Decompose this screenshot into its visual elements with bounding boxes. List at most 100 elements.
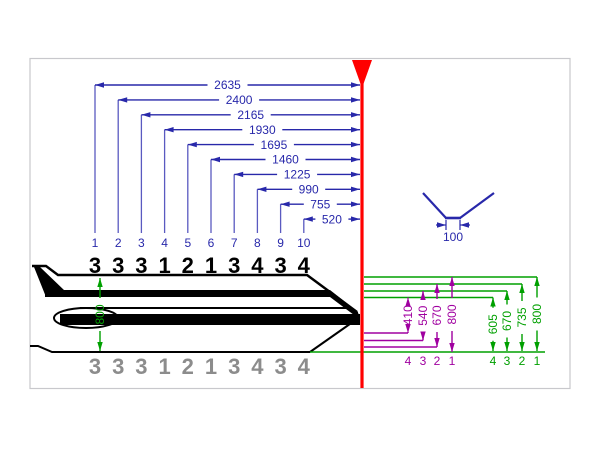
top-digit: 3 [112,253,124,278]
dimension-value: 800 [93,304,107,324]
dimension-value: 520 [322,212,342,226]
dimension-value: 1225 [284,168,311,182]
top-digit: 3 [274,253,286,278]
station-number: 7 [231,236,238,250]
station-number: 8 [254,236,261,250]
bottom-digit: 1 [158,354,170,379]
dimension-value: 2165 [237,108,264,122]
arrowhead-icon [420,291,426,300]
station-number: 2 [115,236,122,250]
arrowhead-icon [534,342,540,351]
dimension-value: 2635 [214,78,241,92]
fin-left-panel [422,192,447,219]
arrowhead-icon [420,331,426,341]
dimension-value: 540 [416,305,430,325]
arrowhead-icon [351,156,360,163]
station-number: 9 [277,236,284,250]
bottom-digit: 1 [205,354,217,379]
dimension-value: 605 [486,314,500,334]
reference-triangle-marker [352,60,372,88]
arrowhead-icon [97,342,103,351]
arrowhead-icon [351,201,360,207]
arrowhead-icon [504,291,510,300]
dimension-value: 410 [401,305,415,325]
arrowhead-icon [405,324,411,333]
top-digit: 3 [228,253,240,278]
arrowhead-icon [211,156,220,163]
bottom-digit: 3 [228,354,240,379]
arrowhead-icon [351,141,360,148]
dimension-value: 1460 [272,153,299,167]
arrowhead-icon [257,186,267,192]
bottom-digit: 2 [182,354,194,379]
arrowhead-icon [118,97,128,103]
arrowhead-icon [351,171,360,178]
bottom-digit: 3 [89,354,101,379]
dimension-value: 800 [530,304,544,324]
bottom-digit: 4 [251,354,264,379]
top-digit: 3 [89,253,101,278]
magenta-index-number: 3 [420,354,427,368]
magenta-index-number: 2 [434,354,441,368]
arrowhead-icon [164,127,174,133]
arrowhead-icon [351,112,360,118]
arrowhead-icon [351,186,360,192]
magenta-index-number: 1 [449,354,456,368]
upper-blade-wedge [34,267,65,297]
arrowhead-icon [434,284,440,293]
bottom-digit: 3 [274,354,286,379]
dimension-value: 1930 [249,123,276,137]
bottom-digit: 3 [135,354,147,379]
arrowhead-icon [351,216,360,222]
magenta-index-number: 4 [405,354,412,368]
station-number: 3 [138,236,145,250]
dimension-value: 990 [299,183,319,197]
green-index-number: 2 [519,354,526,368]
top-digit: 1 [158,253,170,278]
arrowhead-icon [434,338,440,347]
top-digit: 4 [298,253,311,278]
top-digit: 1 [205,253,217,278]
arrowhead-icon [351,82,360,88]
green-index-number: 4 [490,354,497,368]
arrowhead-icon [460,222,469,228]
station-number: 5 [184,236,191,250]
arrowhead-icon [187,141,197,148]
arrowhead-icon [449,343,455,352]
body-top-edge [80,307,359,315]
arrowhead-icon [95,82,104,88]
upper-blade-band [45,290,358,318]
arrowhead-icon [97,278,103,287]
lower-edge-diagonal [309,318,358,353]
arrowhead-icon [351,127,360,133]
lower-edge [30,345,310,353]
station-number: 6 [208,236,215,250]
station-number: 1 [92,236,99,250]
arrowhead-icon [351,97,360,103]
dimension-value: 1695 [261,138,288,152]
top-digit: 2 [182,253,194,278]
dimension-value: 800 [445,304,459,324]
dimension-value: 735 [515,307,529,327]
station-number: 4 [161,236,168,250]
green-index-number: 1 [534,354,541,368]
arrowhead-icon [519,342,525,351]
arrowhead-icon [449,277,455,286]
arrowhead-icon [504,342,510,351]
dimension-value: 670 [430,305,444,325]
arrowhead-icon [519,284,525,293]
arrowhead-icon [490,297,496,307]
top-digit: 3 [135,253,147,278]
arrowhead-icon [405,297,411,307]
fin-right-panel [459,192,495,219]
drawing-frame [29,57,571,390]
bottom-digit: 3 [112,354,124,379]
upper-blade-top-edge [32,264,358,313]
fin-width-value: 100 [443,230,463,244]
green-index-number: 3 [504,354,511,368]
top-digit: 4 [251,253,264,278]
dimension-value: 755 [310,197,330,211]
arrowhead-icon [534,277,540,286]
arrowhead-icon [141,112,151,118]
